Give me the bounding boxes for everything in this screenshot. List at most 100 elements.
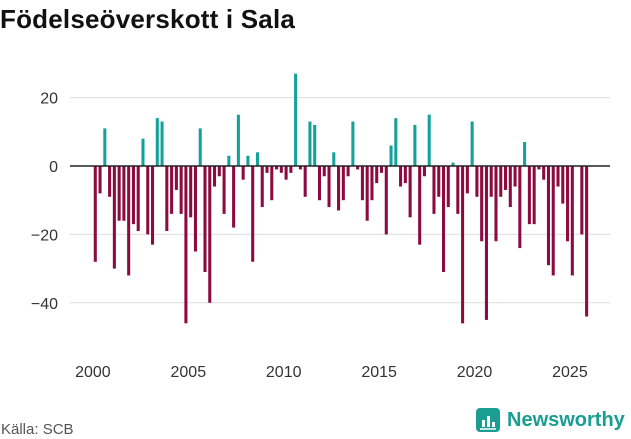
bar [422,166,426,177]
bar [275,166,279,170]
bar [308,121,312,166]
x-tick-label: 2010 [266,364,302,381]
x-tick-label: 2025 [552,364,588,381]
bar [370,166,374,201]
bar [251,166,255,262]
bar [208,166,212,303]
bar [508,166,512,208]
bar [341,166,345,201]
bar [432,166,436,214]
bar [246,155,250,166]
y-tick-label: −20 [31,227,58,244]
y-tick-label: 20 [40,91,58,108]
bar [136,166,140,231]
bar [513,166,517,187]
bar [170,166,174,214]
bar [213,166,217,187]
bar [260,166,264,208]
bar [327,166,331,208]
bar [556,166,560,187]
bar [351,121,355,166]
chart-title: Födelseöverskott i Sala [0,4,296,34]
bar [437,166,441,197]
axis-labels: 20 0 −20 −40 2000 2005 2010 2015 2020 2025 [31,91,588,381]
bar [117,166,121,221]
y-tick-label: −40 [31,296,58,313]
source-note: Källa: SCB [1,421,74,438]
bar [93,166,97,262]
bar [294,73,298,166]
bar [365,166,369,221]
x-tick-label: 2000 [75,364,111,381]
bar [174,166,178,190]
bar [484,166,488,320]
bar [127,166,131,276]
bar [317,166,322,201]
bar [337,166,341,211]
bar [580,166,584,235]
bar [375,166,379,184]
brand-logo[interactable]: Newsworthy [476,408,625,432]
bar [461,166,465,324]
bar [446,166,450,208]
bar [227,155,231,166]
bar [394,118,398,166]
bar [499,166,503,197]
bar [356,166,360,170]
bar [527,166,531,225]
bar [112,166,116,269]
bar [141,138,145,166]
bar [146,166,150,235]
bar [198,128,202,166]
bar [427,114,431,166]
bar [270,166,274,201]
bar [518,166,522,249]
bar [155,118,159,166]
bar [98,166,102,194]
bar [122,166,126,221]
x-tick-label: 2015 [361,364,397,381]
bar [418,166,422,245]
bar [313,124,317,166]
bar [332,152,336,166]
bar [379,166,384,173]
bar [523,142,527,166]
bar [241,166,245,180]
bar [441,166,446,273]
bar [585,166,589,317]
bar [551,166,555,276]
bar [537,166,541,170]
bar [193,166,197,252]
bar [265,166,269,173]
bar [236,114,240,166]
bar [403,166,407,184]
bar [399,166,403,187]
bar [542,166,546,180]
bar [203,166,207,273]
bar [322,166,326,177]
bar [165,166,169,231]
bar [570,166,574,276]
bar [217,166,221,177]
bar [108,166,112,197]
bar [494,166,498,242]
bar [470,121,474,166]
bar [346,166,350,177]
bar [255,152,259,166]
bar [465,166,469,194]
bar [189,166,193,218]
brand-name: Newsworthy [507,408,625,431]
bar [284,166,288,180]
bar [489,166,493,197]
bar [289,166,293,173]
bar [561,166,565,204]
bar [480,166,484,242]
bar [413,124,417,166]
bar [360,166,364,201]
bar [456,166,460,214]
y-tick-label: 0 [49,159,58,176]
x-tick-label: 2005 [171,364,207,381]
bar [532,166,536,225]
bar [298,166,302,170]
bar [389,145,393,166]
